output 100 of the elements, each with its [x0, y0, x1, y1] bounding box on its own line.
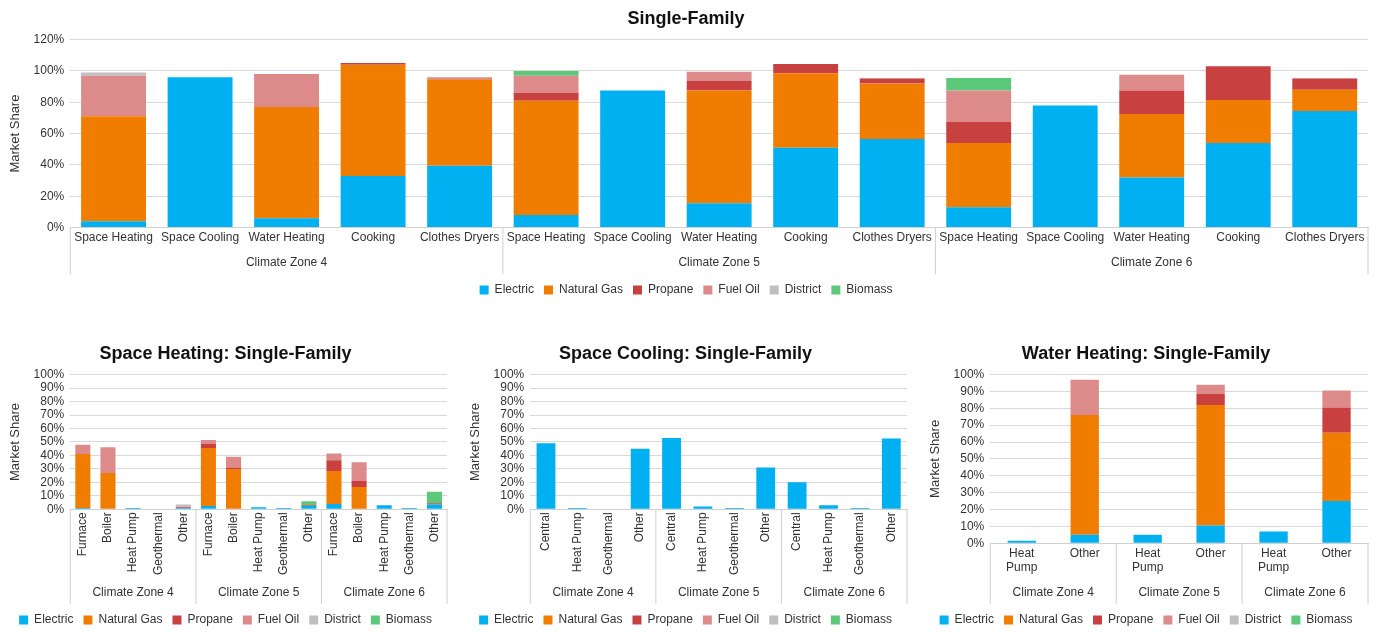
bar	[226, 456, 242, 468]
y-tick-label: 120%	[33, 31, 65, 46]
x-tick-label: Furnace	[200, 511, 215, 557]
bar	[819, 505, 838, 509]
bar	[946, 121, 1012, 143]
bar	[946, 90, 1012, 122]
y-tick-label: 90%	[960, 383, 985, 398]
y-tick-label: 60%	[40, 420, 65, 435]
bar	[1196, 384, 1225, 394]
legend-label: Biomass	[385, 612, 432, 627]
bar	[254, 218, 320, 228]
x-tick-label: Furnace	[326, 511, 341, 557]
bar	[881, 438, 901, 509]
bar	[1322, 501, 1351, 543]
y-axis-title: Market Share	[927, 419, 943, 498]
x-tick-label: Space Cooling	[593, 230, 672, 245]
y-tick-label: 20%	[960, 501, 985, 516]
legend-label: District	[324, 612, 362, 627]
x-tick-label: Central	[538, 512, 553, 551]
bar	[75, 444, 91, 455]
y-tick-label: 20%	[40, 188, 65, 203]
y-tick-label: 60%	[960, 434, 985, 449]
x-tick-label: Other	[175, 512, 190, 543]
legend-label: Electric	[954, 612, 994, 627]
x-tick-label: Geothermal	[852, 512, 867, 576]
bar	[536, 443, 556, 509]
y-axis-title: Market Share	[467, 402, 483, 481]
y-tick-label: 100%	[33, 366, 65, 381]
x-tick-label: Heat Pump	[1131, 545, 1164, 575]
y-tick-label: 70%	[40, 407, 65, 422]
legend-label: Fuel Oil	[718, 282, 760, 297]
bar	[100, 472, 116, 509]
y-tick-label: 60%	[500, 420, 525, 435]
x-tick-label: Boiler	[225, 512, 240, 543]
legend-label: Propane	[187, 612, 234, 627]
legend-label: Natural Gas	[1018, 612, 1083, 627]
bar	[1119, 177, 1185, 228]
y-tick-label: 80%	[500, 393, 525, 408]
x-tick-label: Space Cooling	[1026, 230, 1105, 245]
bar	[1119, 74, 1185, 91]
bar	[426, 504, 442, 509]
bar	[351, 487, 367, 509]
bar	[1196, 404, 1225, 526]
bar	[326, 453, 342, 461]
legend-label: Natural Gas	[98, 612, 163, 627]
text: Climate Zone 5	[1138, 585, 1221, 600]
bar	[1205, 143, 1271, 228]
bar	[686, 81, 752, 91]
y-tick-label: 40%	[960, 468, 985, 483]
text: Climate Zone 6	[1111, 255, 1193, 270]
x-tick-label: Cooking	[1216, 230, 1261, 245]
bar	[81, 116, 146, 222]
legend-label: Propane	[647, 612, 694, 627]
bar	[340, 175, 406, 228]
bar	[351, 481, 367, 488]
bar	[1322, 390, 1351, 408]
y-tick-label: 30%	[960, 484, 985, 499]
bar	[1070, 534, 1099, 543]
legend-label: Propane	[647, 282, 694, 297]
y-tick-label: 0%	[506, 501, 525, 516]
y-tick-label: 50%	[960, 451, 985, 466]
text: Climate Zone 5	[677, 585, 760, 600]
legend-label: Propane	[1107, 612, 1154, 627]
bar	[513, 70, 579, 76]
x-tick-label: Heat Pump	[376, 511, 391, 573]
x-tick-label: Other	[1321, 545, 1352, 560]
x-tick-label: Boiler	[351, 512, 366, 543]
y-tick-label: 0%	[46, 219, 65, 234]
chart-title: Single-Family	[627, 7, 745, 28]
y-tick-label: 50%	[40, 434, 65, 449]
y-tick-label: 30%	[500, 461, 525, 476]
y-tick-label: 80%	[40, 94, 65, 109]
text: Climate Zone 5	[678, 255, 761, 270]
bar	[427, 165, 493, 228]
x-tick-label: Geothermal	[150, 512, 165, 576]
bar	[513, 215, 579, 228]
x-tick-label: Furnace	[75, 511, 90, 557]
y-tick-label: 100%	[953, 366, 985, 381]
x-tick-label: Geothermal	[601, 512, 616, 576]
bar	[1292, 78, 1358, 90]
x-tick-label: Heat Pump	[1006, 545, 1038, 575]
y-tick-label: 80%	[40, 393, 65, 408]
y-axis-title: Market Share	[7, 94, 23, 173]
bar	[427, 79, 493, 166]
x-tick-label: Heat Pump	[125, 511, 140, 573]
legend-label: District	[1244, 612, 1283, 627]
bar	[946, 207, 1012, 228]
x-tick-label: Water Heating	[248, 230, 325, 245]
bar	[1119, 90, 1185, 115]
bar	[686, 71, 752, 82]
legend-label: Fuel Oil	[1178, 612, 1220, 627]
bar	[200, 448, 216, 506]
text: Climate Zone 5	[217, 585, 300, 600]
legend-label: Biomass	[1306, 612, 1353, 627]
y-tick-label: 40%	[40, 157, 65, 172]
bar	[630, 448, 650, 509]
y-tick-label: 100%	[33, 63, 65, 78]
y-tick-label: 60%	[40, 125, 65, 140]
bar	[773, 63, 839, 74]
legend-label: District	[784, 282, 823, 297]
